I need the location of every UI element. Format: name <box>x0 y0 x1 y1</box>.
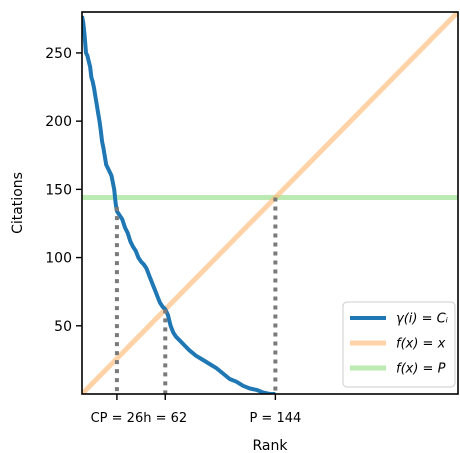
series-citations-curve <box>82 15 276 394</box>
legend-label: γ(i) = Cᵢ <box>396 312 449 327</box>
y-tick-label: 200 <box>45 114 72 130</box>
annotation-label: P = 144 <box>249 411 301 426</box>
legend-label: f(x) = P <box>396 362 446 377</box>
y-tick-label: 50 <box>54 319 72 335</box>
y-axis-label: Citations <box>10 172 26 234</box>
plot-frame <box>81 11 459 395</box>
legend: γ(i) = Cᵢ f(x) = x f(x) = P <box>342 301 456 388</box>
series-identity-line <box>82 12 458 394</box>
y-tick-label: 100 <box>45 251 72 267</box>
annotation-label: h = 62 <box>143 411 187 426</box>
x-axis-label: Rank <box>253 438 289 453</box>
y-tick-label: 250 <box>45 46 72 62</box>
y-tick-label: 150 <box>45 182 72 198</box>
annotation-label: CP = 26 <box>91 411 144 426</box>
legend-label: f(x) = x <box>396 337 446 352</box>
